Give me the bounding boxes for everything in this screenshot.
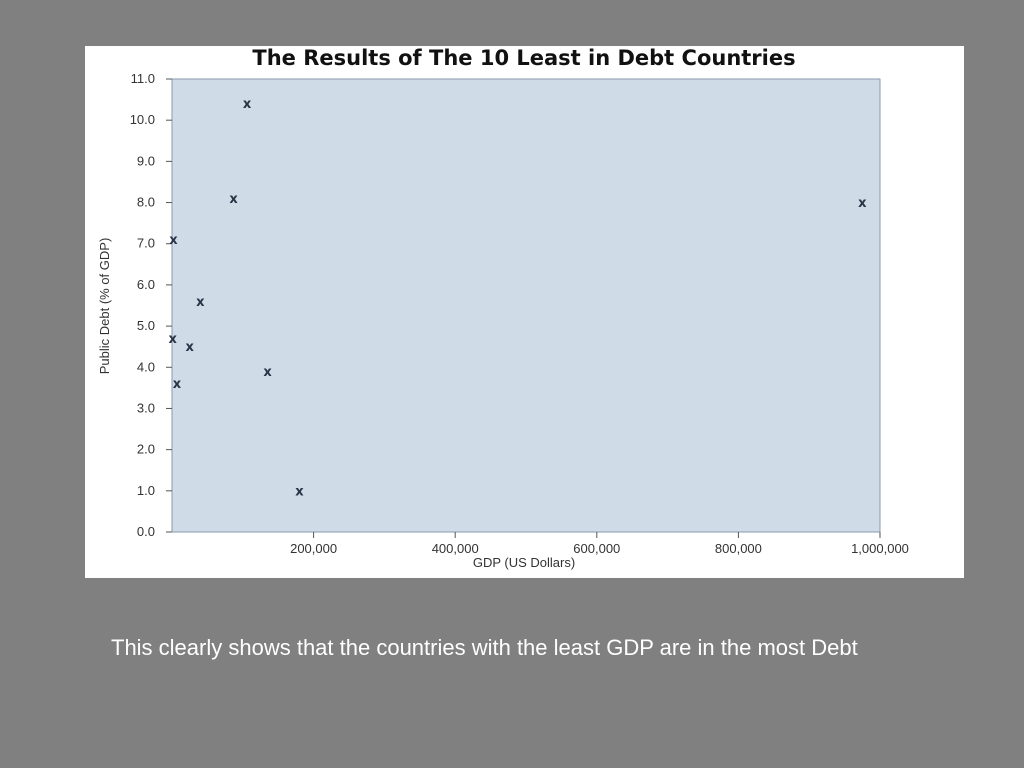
y-tick-label: 5.0 (137, 318, 155, 333)
y-tick-label: 6.0 (137, 277, 155, 292)
data-point: x (263, 365, 272, 380)
y-axis-label: Public Debt (% of GDP) (97, 238, 112, 375)
data-point: x (858, 196, 867, 211)
x-tick-label: 200,000 (290, 541, 337, 556)
data-point: x (295, 484, 304, 499)
x-tick-label: 800,000 (715, 541, 762, 556)
plot-area (171, 78, 881, 533)
y-tick-label: 3.0 (137, 400, 155, 415)
x-axis: 200,000 400,000 600,000 800,000 1,000,000 (290, 532, 909, 556)
data-point: x (173, 377, 182, 392)
y-tick-label: 11.0 (131, 71, 155, 86)
chart-title: The Results of The 10 Least in Debt Coun… (252, 46, 795, 70)
y-tick-label: 1.0 (137, 483, 155, 498)
y-tick-label: 4.0 (137, 359, 155, 374)
scatter-chart: The Results of The 10 Least in Debt Coun… (97, 46, 909, 570)
chart-panel: The Results of The 10 Least in Debt Coun… (85, 46, 964, 578)
data-point: x (169, 233, 178, 248)
y-tick-label: 7.0 (137, 236, 155, 251)
y-axis: 0.0 1.0 2.0 3.0 4.0 5.0 6.0 7.0 8.0 9.0 10.0 11.0 (130, 71, 172, 539)
y-tick-label: 0.0 (137, 524, 155, 539)
x-tick-label: 600,000 (573, 541, 620, 556)
data-point: x (169, 332, 178, 347)
y-tick-label: 9.0 (137, 153, 155, 168)
data-point: x (186, 340, 195, 355)
data-point: x (229, 192, 238, 207)
x-tick-label: 1,000,000 (851, 541, 909, 556)
data-point: x (243, 97, 252, 112)
x-axis-label: GDP (US Dollars) (473, 555, 575, 570)
y-tick-label: 2.0 (137, 442, 155, 457)
y-tick-label: 10.0 (130, 112, 155, 127)
data-point: x (196, 295, 205, 310)
y-tick-label: 8.0 (137, 195, 155, 210)
x-tick-label: 400,000 (432, 541, 479, 556)
slide-caption: This clearly shows that the countries wi… (111, 635, 858, 660)
